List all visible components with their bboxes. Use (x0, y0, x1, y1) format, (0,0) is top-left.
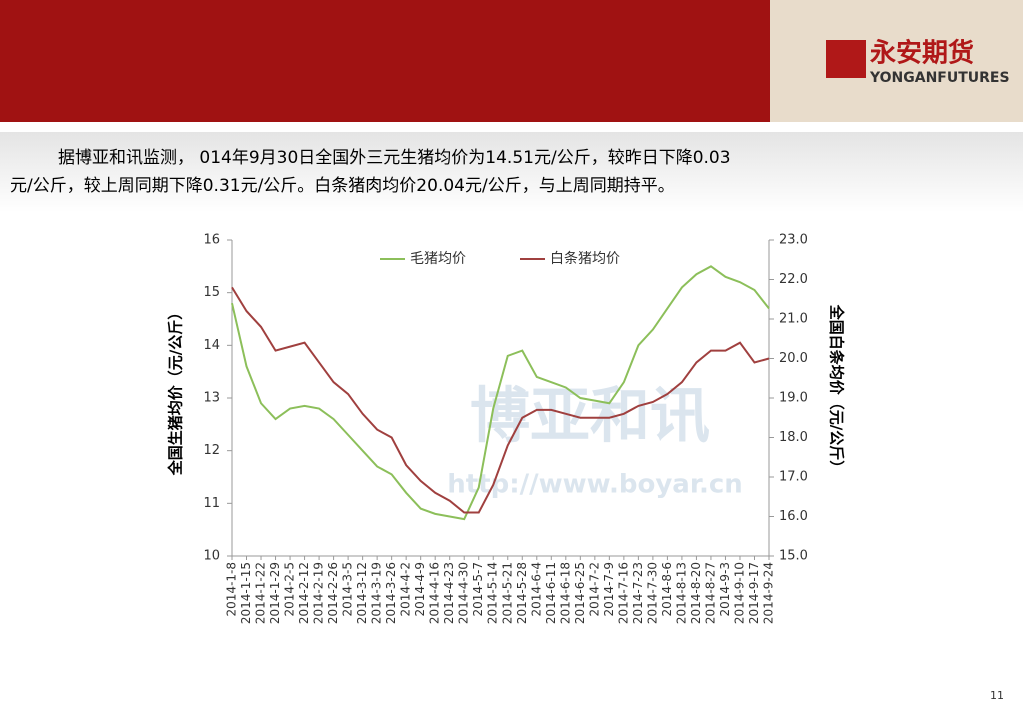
x-tick-label: 2014-9-10 (732, 562, 746, 624)
page-number: 11 (990, 689, 1004, 702)
x-tick-label: 2014-9-17 (747, 562, 761, 624)
x-tick-label: 2014-4-9 (413, 562, 427, 616)
y2-tick-label: 18.0 (779, 430, 808, 445)
x-tick-label: 2014-5-21 (500, 562, 514, 624)
x-tick-label: 2014-5-7 (471, 562, 485, 616)
x-tick-label: 2014-7-16 (616, 562, 630, 624)
x-tick-label: 2014-8-27 (703, 562, 717, 624)
y2-tick-label: 21.0 (779, 312, 808, 327)
x-tick-label: 2014-9-24 (762, 562, 776, 624)
x-tick-label: 2014-4-2 (399, 562, 413, 616)
y-tick-label: 13 (203, 391, 220, 406)
x-tick-label: 2014-5-14 (486, 562, 500, 624)
x-tick-label: 2014-9-3 (718, 562, 732, 616)
y-tick-label: 15 (203, 285, 220, 300)
y-tick-label: 14 (203, 338, 220, 353)
x-tick-label: 2014-5-28 (515, 562, 529, 624)
watermark-url: http://www.boyar.cn (447, 470, 743, 500)
x-tick-label: 2014-1-22 (254, 562, 268, 624)
y2-tick-label: 20.0 (779, 351, 808, 366)
logo-cn: 永安期货 (870, 38, 974, 69)
x-tick-label: 2014-7-30 (645, 562, 659, 624)
x-tick-label: 2014-6-4 (529, 562, 543, 616)
legend-label: 白条猪均价 (550, 250, 620, 267)
legend-label: 毛猪均价 (410, 251, 466, 267)
x-tick-label: 2014-3-26 (384, 562, 398, 624)
x-tick-label: 2014-7-2 (587, 562, 601, 616)
x-tick-label: 2014-4-30 (457, 562, 471, 624)
banner-photo (770, 0, 1023, 122)
x-tick-label: 2014-4-16 (428, 562, 442, 624)
x-tick-label: 2014-1-15 (239, 562, 253, 624)
x-tick-label: 2014-3-19 (370, 562, 384, 624)
x-tick-label: 2014-2-26 (326, 562, 340, 624)
x-tick-label: 2014-8-13 (674, 562, 688, 624)
y-axis-title: 全国生猪均价（元/公斤） (167, 305, 185, 476)
x-tick-label: 2014-6-18 (558, 562, 572, 624)
x-tick-label: 2014-2-5 (283, 562, 297, 616)
x-tick-label: 2014-1-29 (268, 562, 282, 624)
y-tick-label: 11 (203, 496, 220, 511)
y-tick-label: 16 (203, 233, 220, 248)
logo-en: YONGANFUTURES (869, 70, 1010, 86)
x-tick-label: 2014-6-25 (573, 562, 587, 624)
y2-tick-label: 19.0 (779, 391, 808, 406)
y2-tick-label: 17.0 (779, 470, 808, 485)
paragraph-line: 元/公斤，较上周同期下降0.31元/公斤。白条猪肉均价20.04元/公斤，与上周… (10, 176, 675, 196)
x-tick-label: 2014-8-20 (689, 562, 703, 624)
x-tick-label: 2014-7-23 (631, 562, 645, 624)
y2-tick-label: 16.0 (779, 509, 808, 524)
y2-tick-label: 23.0 (779, 233, 808, 248)
logo-mark (826, 40, 866, 78)
x-tick-label: 2014-3-12 (355, 562, 369, 624)
y2-tick-label: 22.0 (779, 272, 808, 287)
x-tick-label: 2014-6-11 (544, 562, 558, 624)
x-tick-label: 2014-1-8 (225, 562, 239, 616)
y2-tick-label: 15.0 (779, 549, 808, 564)
series-line (231, 265, 770, 521)
x-tick-label: 2014-2-12 (297, 562, 311, 624)
paragraph-line: 据博亚和讯监测， 014年9月30日全国外三元生猪均价为14.51元/公斤，较昨… (58, 148, 731, 168)
watermark: 博亚和讯 (470, 382, 710, 452)
y-tick-label: 12 (203, 443, 220, 458)
x-tick-label: 2014-7-9 (602, 562, 616, 616)
series-line (231, 286, 770, 514)
text-band (0, 132, 1023, 212)
x-tick-label: 2014-4-23 (442, 562, 456, 624)
y-tick-label: 10 (203, 549, 220, 564)
x-tick-label: 2014-2-19 (312, 562, 326, 624)
x-tick-label: 2014-8-6 (660, 562, 674, 616)
y2-axis-title: 全国白条均价（元/公斤） (828, 304, 846, 475)
x-tick-label: 2014-3-5 (341, 562, 355, 616)
